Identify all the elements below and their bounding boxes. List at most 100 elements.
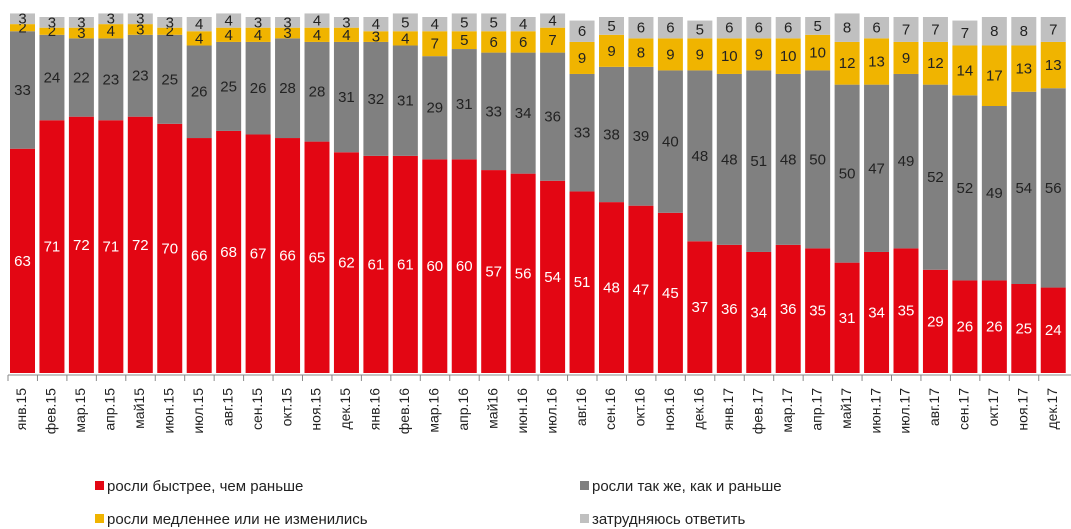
x-tick-label: мар.16 — [426, 388, 442, 433]
bar-segment — [98, 24, 124, 39]
value-label: 60 — [426, 258, 443, 275]
x-tick-label: янв.15 — [13, 388, 29, 430]
bar-segment — [333, 41, 359, 153]
value-label: 40 — [662, 134, 679, 151]
bar-segment — [805, 70, 831, 249]
x-tick-label: мар.17 — [779, 388, 795, 433]
bar-segment — [834, 84, 860, 263]
value-label: 17 — [986, 68, 1003, 85]
value-label: 3 — [136, 11, 144, 28]
value-label: 3 — [254, 14, 262, 31]
bar-segment — [481, 52, 507, 171]
value-label: 5 — [813, 18, 821, 35]
value-label: 4 — [224, 27, 232, 44]
x-tick-label: дек.16 — [691, 388, 707, 430]
bar-segment — [275, 27, 301, 39]
value-label: 25 — [1015, 320, 1032, 337]
value-label: 10 — [809, 45, 826, 62]
bar-segment — [245, 17, 271, 28]
value-label: 2 — [166, 23, 174, 40]
bar-segment — [333, 152, 359, 373]
bar-segment — [746, 251, 772, 373]
bar-segment — [481, 13, 507, 32]
value-label: 51 — [574, 274, 591, 291]
bar-segment — [68, 27, 94, 39]
value-label: 63 — [14, 253, 31, 270]
bar-segment — [922, 84, 948, 270]
bar-segment — [893, 17, 919, 42]
legend-swatch — [95, 481, 104, 490]
value-label: 10 — [721, 48, 738, 65]
bar-segment — [157, 34, 183, 124]
value-label: 4 — [107, 23, 115, 40]
value-label: 65 — [309, 249, 326, 266]
bar-segment — [1011, 45, 1037, 92]
value-label: 6 — [578, 23, 586, 40]
bar-segment — [599, 202, 624, 373]
value-label: 45 — [662, 285, 679, 302]
bar-segment — [834, 13, 860, 42]
value-label: 4 — [254, 27, 262, 44]
value-label: 5 — [490, 14, 498, 31]
bar-segment — [39, 17, 65, 28]
bar-segment — [805, 17, 831, 35]
legend-label: росли медленнее или не изменились — [107, 511, 368, 528]
bar-segment — [540, 52, 566, 181]
value-label: 3 — [342, 14, 350, 31]
value-label: 66 — [191, 247, 208, 264]
bar-segment — [245, 27, 271, 42]
bar-segment — [864, 17, 890, 39]
bar-segment — [275, 17, 301, 28]
value-label: 50 — [839, 166, 856, 183]
x-tick-label: апр.15 — [102, 388, 118, 431]
value-label: 48 — [721, 151, 738, 168]
value-label: 7 — [548, 32, 556, 49]
bar-segment — [275, 138, 301, 373]
value-label: 4 — [431, 16, 439, 33]
value-label: 14 — [957, 62, 974, 79]
bar-segment — [893, 248, 919, 373]
value-label: 4 — [519, 16, 527, 33]
legend-label: затрудняюсь ответить — [592, 511, 745, 528]
value-label: 6 — [755, 20, 763, 37]
value-label: 9 — [902, 50, 910, 67]
bar-segment — [363, 155, 389, 373]
value-label: 2 — [48, 23, 56, 40]
value-label: 12 — [839, 55, 856, 72]
value-label: 35 — [809, 303, 826, 320]
bar-segment — [893, 73, 919, 249]
value-label: 34 — [750, 304, 767, 321]
value-label: 71 — [44, 239, 61, 256]
bar-segment — [1040, 17, 1066, 42]
value-label: 6 — [666, 20, 674, 37]
bar-segment — [68, 17, 94, 28]
bar-segment — [805, 248, 831, 373]
value-label: 47 — [868, 160, 885, 177]
value-label: 9 — [578, 50, 586, 67]
bar-segment — [186, 45, 212, 139]
value-label: 25 — [220, 78, 237, 95]
legend-swatch — [580, 514, 589, 523]
bar-segment — [775, 73, 801, 245]
x-tick-label: апр.16 — [455, 388, 471, 431]
value-label: 26 — [191, 84, 208, 101]
bar-segment — [510, 31, 536, 53]
value-label: 4 — [224, 13, 232, 30]
bar-segment — [628, 38, 654, 67]
value-label: 6 — [637, 20, 645, 37]
value-label: 25 — [161, 71, 178, 88]
bar-segment — [657, 70, 683, 213]
bar-segment — [304, 27, 330, 42]
value-label: 13 — [1015, 61, 1032, 78]
x-tick-label: июл.15 — [190, 388, 206, 434]
bar-segment — [922, 269, 948, 373]
value-label: 23 — [103, 71, 120, 88]
bar-segment — [451, 13, 477, 32]
value-label: 9 — [696, 46, 704, 63]
bar-segment — [392, 31, 418, 46]
value-label: 6 — [784, 20, 792, 37]
bar-segment — [716, 73, 742, 245]
x-tick-label: янв.17 — [720, 388, 736, 430]
value-label: 68 — [220, 244, 237, 261]
bar-segment — [981, 106, 1007, 281]
